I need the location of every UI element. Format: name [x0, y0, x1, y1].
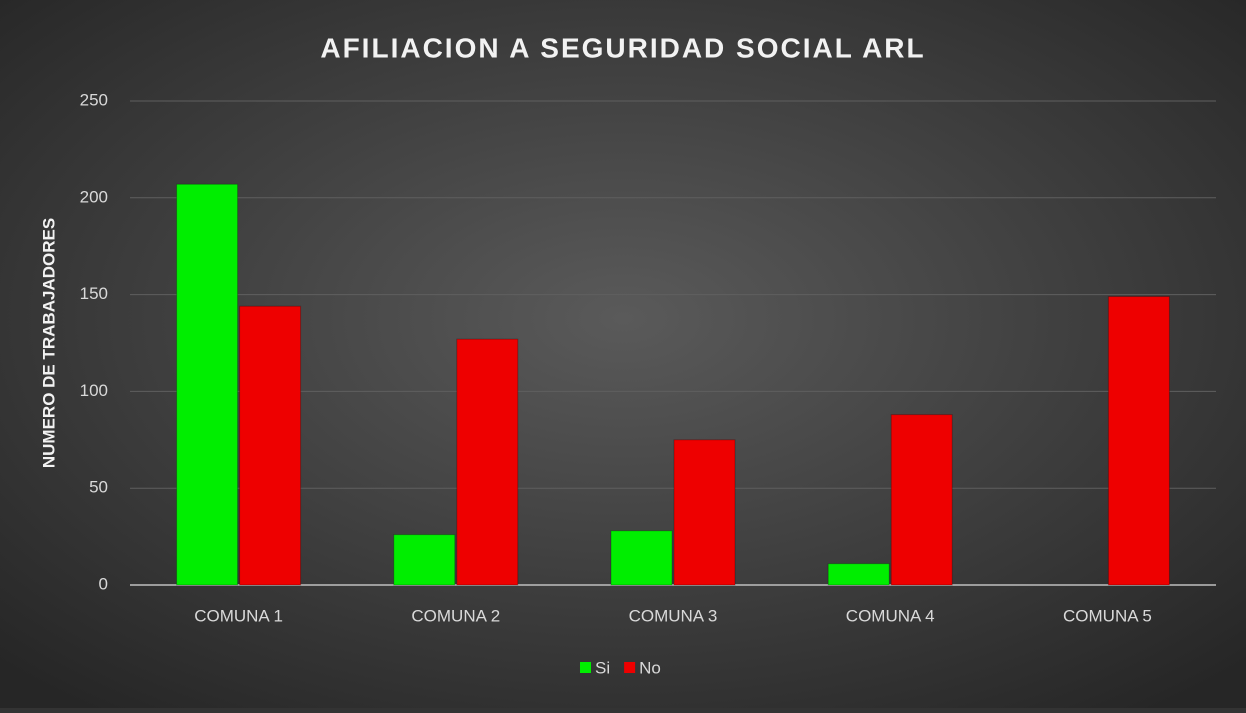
- legend-swatch: [580, 662, 591, 673]
- bar: [827, 563, 890, 586]
- y-tick-label: 100: [80, 381, 108, 400]
- bar: [673, 439, 736, 586]
- y-tick-label: 50: [89, 478, 108, 497]
- legend-label: Si: [595, 658, 610, 677]
- legend-swatch: [624, 662, 636, 673]
- y-tick-label: 0: [99, 574, 108, 593]
- bar: [176, 183, 239, 586]
- chart-title: AFILIACION A SEGURIDAD SOCIAL ARL: [320, 32, 925, 63]
- bar: [239, 305, 302, 586]
- y-tick-label: 250: [80, 90, 108, 109]
- x-tick-label: COMUNA 5: [1063, 606, 1152, 625]
- y-tick-label: 150: [80, 284, 108, 303]
- y-tick-label: 200: [80, 187, 108, 206]
- bar: [890, 414, 953, 586]
- bar: [393, 534, 456, 586]
- bar: [456, 338, 519, 586]
- x-tick-label: COMUNA 4: [846, 606, 935, 625]
- bar: [610, 530, 673, 586]
- legend-label: No: [639, 658, 661, 677]
- bar: [1107, 296, 1170, 586]
- x-tick-label: COMUNA 3: [629, 606, 718, 625]
- y-axis-label: NUMERO DE TRABAJADORES: [39, 218, 58, 468]
- x-tick-label: COMUNA 1: [194, 606, 283, 625]
- x-tick-label: COMUNA 2: [411, 606, 500, 625]
